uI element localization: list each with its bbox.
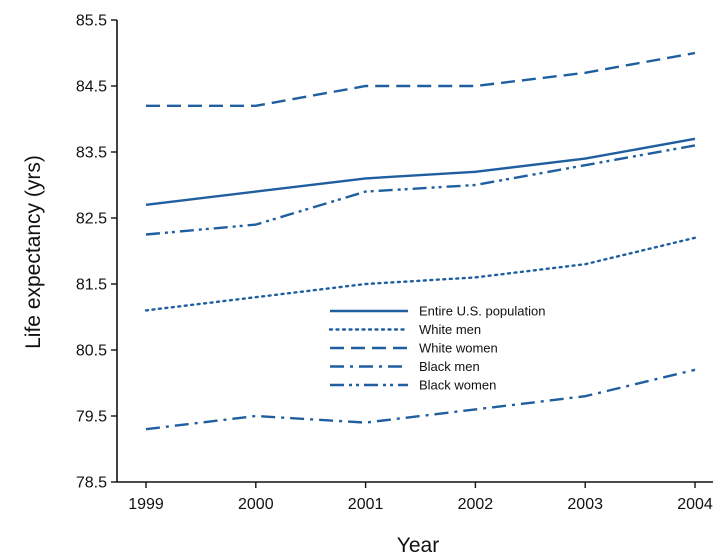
x-tick-label: 2002 xyxy=(458,496,494,513)
y-tick-label: 83.5 xyxy=(76,145,107,162)
y-tick-label: 81.5 xyxy=(76,277,107,294)
legend-label: Black men xyxy=(419,359,480,374)
x-tick-label: 2000 xyxy=(238,496,274,513)
legend-label: Entire U.S. population xyxy=(419,304,545,319)
series-line-black-women xyxy=(145,144,696,236)
y-tick-label: 84.5 xyxy=(76,79,107,96)
y-tick-label: 79.5 xyxy=(76,409,107,426)
series-line-white-men xyxy=(144,236,697,312)
series-lines xyxy=(144,51,697,431)
x-tick-label: 2003 xyxy=(567,496,603,513)
axes xyxy=(116,20,713,483)
x-tick-label: 1999 xyxy=(128,496,164,513)
x-tick-label: 2004 xyxy=(677,496,713,513)
legend: Entire U.S. population White men White wom… xyxy=(328,304,545,393)
y-tick-label: 78.5 xyxy=(76,475,107,492)
y-ticks: 78.5 79.5 80.5 81.5 82.5 83.5 84.5 85.5 xyxy=(76,13,117,492)
y-tick-label: 82.5 xyxy=(76,211,107,228)
y-axis-title: Life expectancy (yrs) xyxy=(22,155,45,349)
series-line-black-men xyxy=(145,368,696,431)
series-line-entire-u-s-population xyxy=(145,137,696,206)
x-ticks: 1999 2000 2001 2002 2003 2004 xyxy=(128,482,713,513)
y-tick-label: 80.5 xyxy=(76,343,107,360)
x-tick-label: 2001 xyxy=(348,496,384,513)
series-line-white-women xyxy=(146,51,696,108)
legend-label: Black women xyxy=(419,378,496,393)
legend-label: White women xyxy=(419,341,498,356)
x-axis-title: Year xyxy=(397,534,439,557)
legend-label: White men xyxy=(419,322,481,337)
y-tick-label: 85.5 xyxy=(76,13,107,30)
